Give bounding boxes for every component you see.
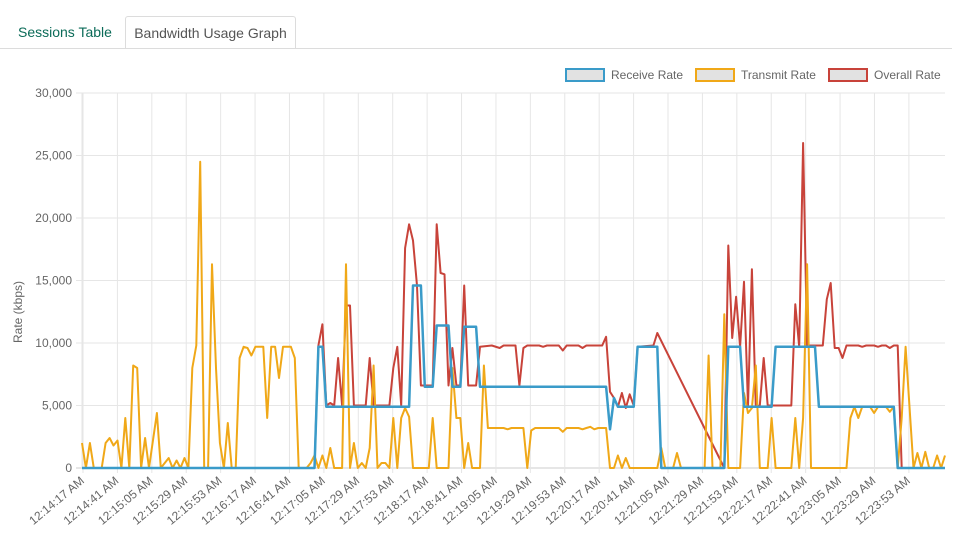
tab-bar: Sessions Table Bandwidth Usage Graph: [0, 0, 952, 49]
tab-bandwidth-usage-graph[interactable]: Bandwidth Usage Graph: [125, 16, 296, 49]
y-tick-label: 25,000: [35, 149, 72, 163]
legend-swatch-transmit: [695, 68, 735, 82]
series-line-transmit-rate: [81, 160, 946, 469]
legend-label-overall: Overall Rate: [874, 68, 941, 82]
y-tick-label: 30,000: [35, 86, 72, 100]
bandwidth-chart: Receive Rate Transmit Rate Overall Rate …: [11, 68, 946, 528]
tab-bar-divider: [0, 48, 952, 49]
tab-sessions-table[interactable]: Sessions Table: [18, 24, 112, 40]
y-tick-label: 15,000: [35, 274, 72, 288]
chart-legend: Receive Rate Transmit Rate Overall Rate: [565, 68, 941, 82]
y-tick-label: 0: [65, 461, 72, 475]
legend-label-receive: Receive Rate: [611, 68, 683, 82]
y-tick-label: 5,000: [42, 399, 72, 413]
y-tick-label: 20,000: [35, 211, 72, 225]
legend-label-transmit: Transmit Rate: [741, 68, 816, 82]
y-axis-title: Rate (kbps): [11, 281, 25, 343]
series-line-receive-rate: [82, 284, 945, 470]
legend-swatch-overall: [828, 68, 868, 82]
legend-swatch-receive: [565, 68, 605, 82]
series-line-overall-rate: [313, 142, 903, 469]
y-tick-label: 10,000: [35, 336, 72, 350]
